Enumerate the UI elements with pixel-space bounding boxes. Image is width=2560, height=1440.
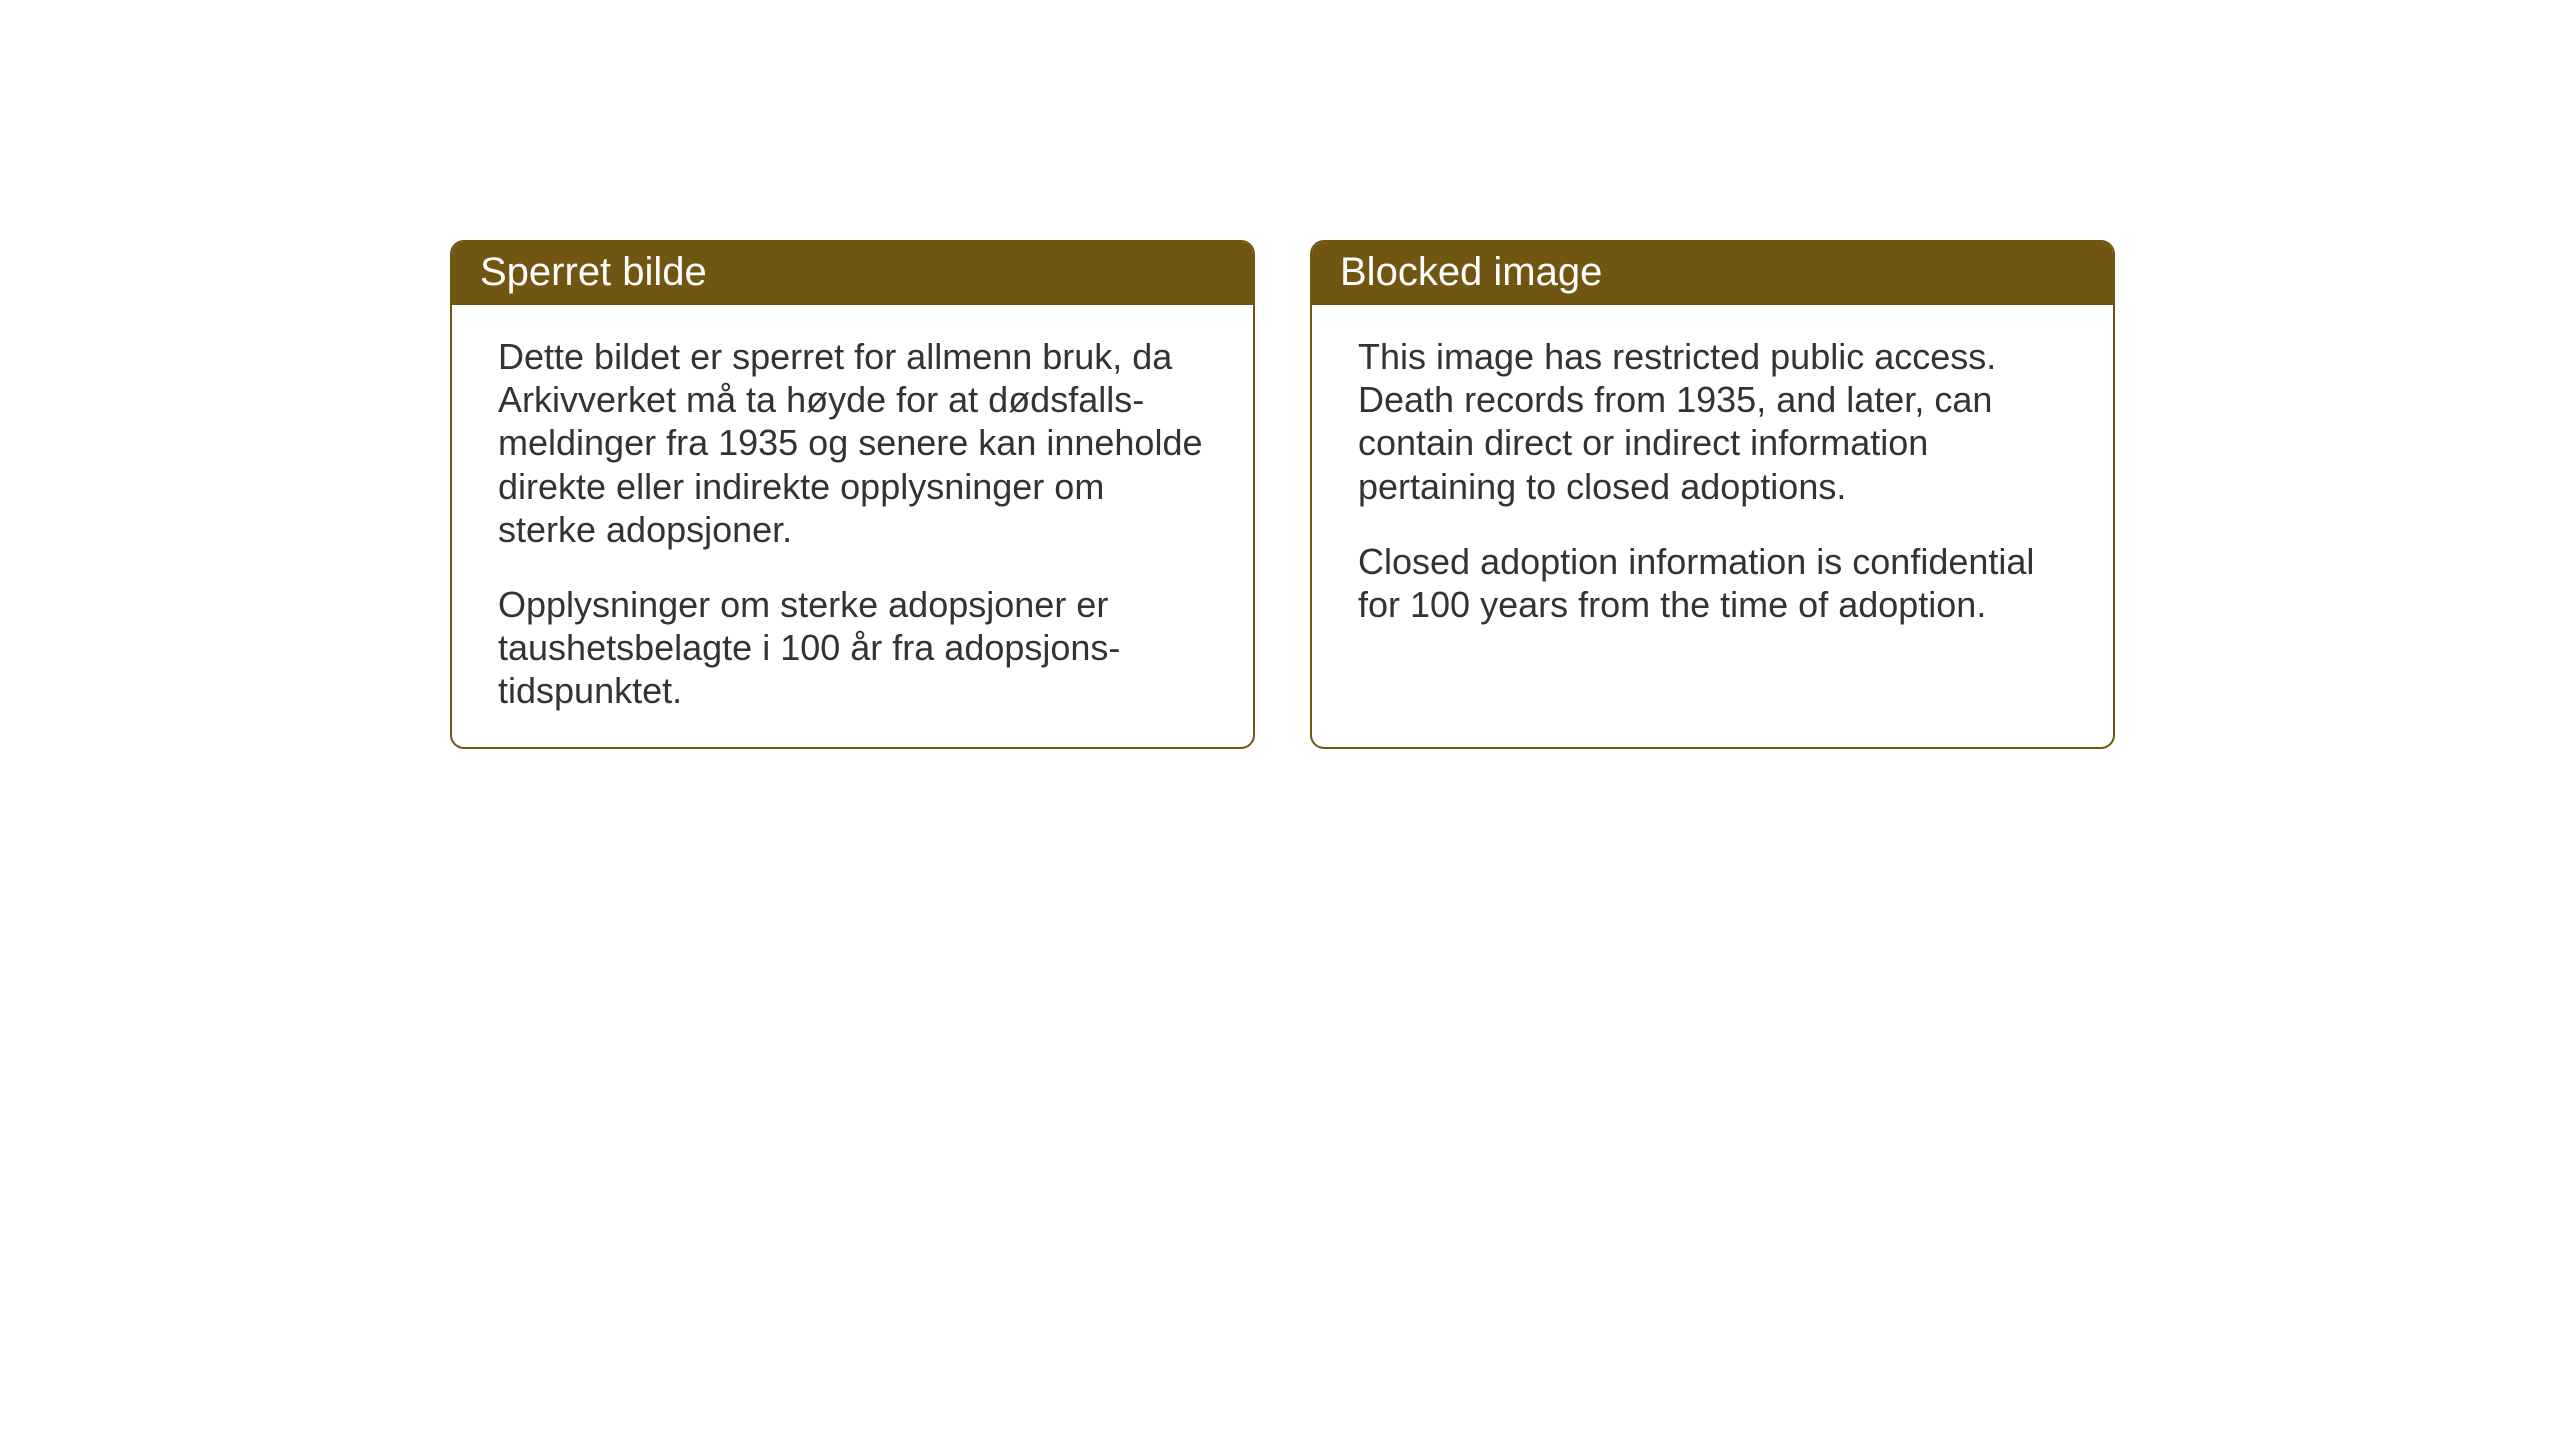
card-body-english: This image has restricted public access.… [1312, 305, 2113, 660]
card-title-norwegian: Sperret bilde [480, 250, 707, 294]
card-paragraph-english-2: Closed adoption information is confident… [1358, 540, 2071, 626]
notice-card-norwegian: Sperret bilde Dette bildet er sperret fo… [450, 240, 1255, 749]
card-paragraph-english-1: This image has restricted public access.… [1358, 335, 2071, 508]
card-body-norwegian: Dette bildet er sperret for allmenn bruk… [452, 305, 1253, 747]
card-paragraph-norwegian-2: Opplysninger om sterke adopsjoner er tau… [498, 583, 1211, 713]
card-title-english: Blocked image [1340, 250, 1602, 294]
card-paragraph-norwegian-1: Dette bildet er sperret for allmenn bruk… [498, 335, 1211, 551]
notice-cards-container: Sperret bilde Dette bildet er sperret fo… [450, 240, 2115, 749]
card-header-norwegian: Sperret bilde [452, 242, 1253, 305]
card-header-english: Blocked image [1312, 242, 2113, 305]
notice-card-english: Blocked image This image has restricted … [1310, 240, 2115, 749]
